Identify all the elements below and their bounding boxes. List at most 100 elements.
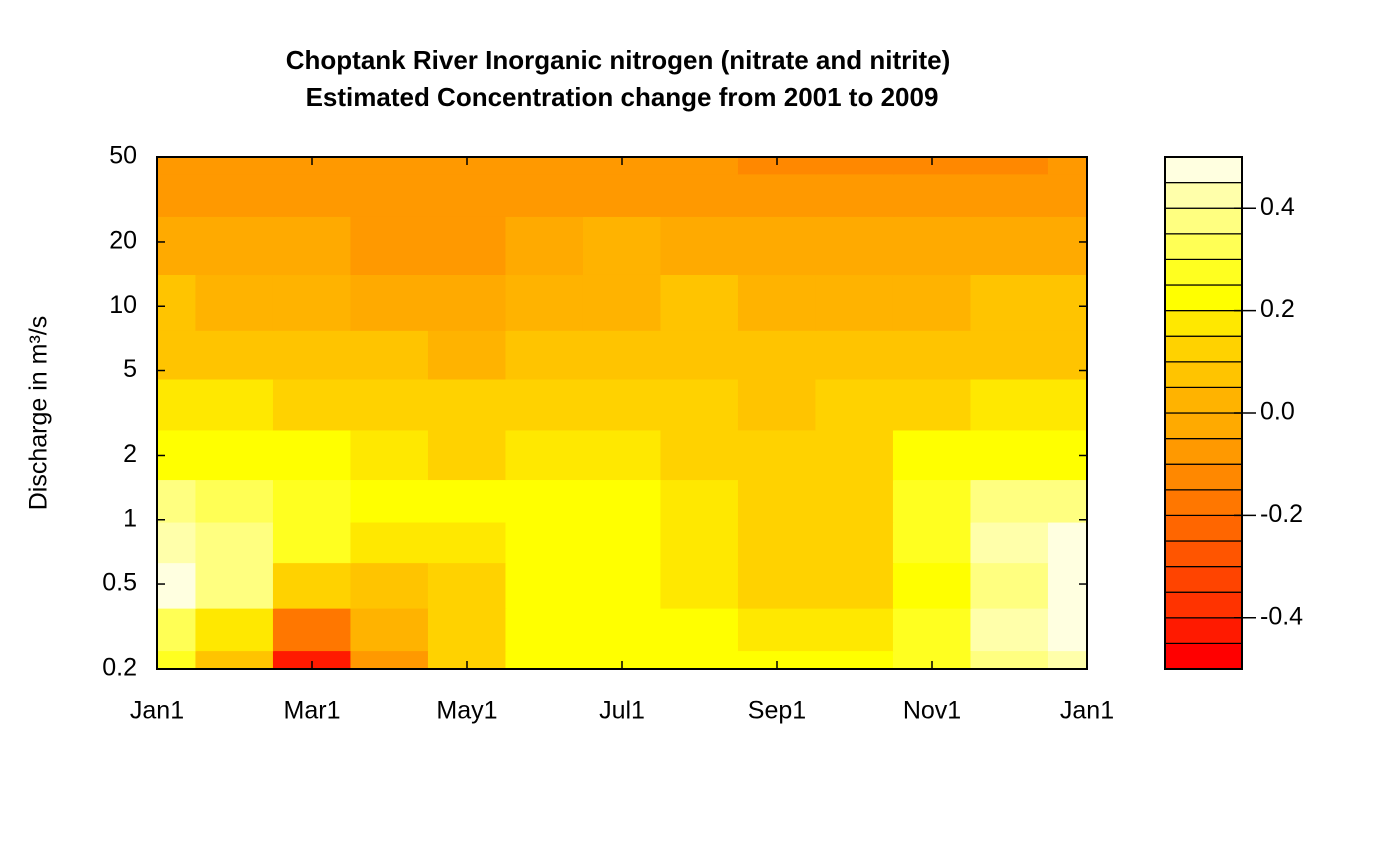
contour-cell: [582, 478, 662, 523]
contour-cell: [892, 378, 972, 431]
contour-cell: [156, 521, 197, 564]
contour-cell: [156, 478, 197, 523]
contour-cell: [505, 329, 585, 380]
colorbar-swatch: [1164, 438, 1243, 465]
contour-cell: [815, 429, 895, 481]
contour-cell: [892, 561, 972, 609]
contour-cell: [350, 173, 430, 217]
contour-cell: [815, 521, 895, 564]
contour-cell: [350, 329, 430, 380]
contour-cell: [1047, 607, 1088, 652]
contour-cell: [582, 173, 662, 217]
contour-cells: [156, 156, 1088, 670]
contour-cell: [505, 429, 585, 481]
x-tick-label: Nov1: [903, 697, 961, 725]
contour-cell: [505, 273, 585, 331]
contour-cell: [156, 273, 197, 331]
contour-cell: [970, 329, 1050, 380]
contour-cell: [737, 273, 817, 331]
contour-cell: [505, 478, 585, 523]
contour-cell: [195, 173, 275, 217]
contour-cell: [970, 173, 1050, 217]
y-tick-label: 10: [109, 291, 137, 319]
contour-cell: [970, 429, 1050, 481]
contour-cell: [737, 429, 817, 481]
contour-cell: [737, 378, 817, 431]
contour-cell: [815, 329, 895, 380]
contour-cell: [1047, 329, 1088, 380]
colorbar-tick-label: -0.2: [1260, 500, 1303, 528]
contour-cell: [582, 561, 662, 609]
contour-cell: [970, 561, 1050, 609]
colorbar-swatch: [1164, 335, 1243, 363]
contour-cell: [195, 156, 275, 175]
contour-cell: [156, 329, 197, 380]
colorbar-tick-label: 0.2: [1260, 295, 1295, 323]
colorbar-swatch: [1164, 233, 1243, 261]
contour-cell: [660, 156, 740, 175]
x-tick-label: Sep1: [748, 697, 806, 725]
contour-cell: [156, 429, 197, 481]
chart-title: Choptank River Inorganic nitrogen (nitra…: [286, 45, 951, 75]
colorbar-swatch: [1164, 207, 1243, 235]
contour-cell: [1047, 649, 1088, 670]
contour-cell: [970, 215, 1050, 276]
contour-cell: [892, 521, 972, 564]
contour-cell: [427, 478, 507, 523]
contour-cell: [272, 273, 352, 331]
y-tick-label: 2: [123, 440, 137, 468]
contour-cell: [350, 561, 430, 609]
contour-cell: [272, 329, 352, 380]
contour-cell: [350, 607, 430, 652]
contour-cell: [156, 156, 197, 175]
contour-cell: [350, 378, 430, 431]
contour-cell: [350, 273, 430, 331]
contour-cell: [427, 215, 507, 276]
contour-cell: [660, 215, 740, 276]
contour-cell: [272, 561, 352, 609]
contour-cell: [195, 478, 275, 523]
colorbar-swatch: [1164, 565, 1243, 593]
contour-cell: [156, 173, 197, 217]
y-tick-label: 0.5: [102, 569, 137, 597]
contour-cell: [892, 173, 972, 217]
contour-cell: [272, 378, 352, 431]
contour-cell: [427, 273, 507, 331]
contour-cell: [156, 215, 197, 276]
contour-cell: [970, 607, 1050, 652]
x-tick-label: Jan1: [130, 697, 184, 725]
colorbar-swatch: [1164, 284, 1243, 312]
contour-cell: [660, 429, 740, 481]
colorbar-swatch: [1164, 489, 1243, 516]
contour-cell: [505, 607, 585, 652]
contour-cell: [1047, 273, 1088, 331]
contour-cell: [660, 478, 740, 523]
contour-cell: [505, 649, 585, 670]
contour-cell: [892, 215, 972, 276]
contour-cell: [350, 478, 430, 523]
contour-cell: [272, 478, 352, 523]
contour-cell: [427, 607, 507, 652]
contour-cell: [582, 273, 662, 331]
contour-cell: [660, 607, 740, 652]
contour-cell: [195, 378, 275, 431]
contour-cell: [505, 521, 585, 564]
colorbar-swatch: [1164, 412, 1243, 440]
contour-cell: [815, 215, 895, 276]
colorbar-swatch: [1164, 310, 1243, 337]
contour-cell: [815, 607, 895, 652]
colorbar-swatch: [1164, 540, 1243, 568]
contour-cell: [350, 215, 430, 276]
colorbar-tick-label: 0.0: [1260, 398, 1295, 426]
contour-cell: [582, 429, 662, 481]
contour-cell: [737, 215, 817, 276]
colorbar-swatch: [1164, 361, 1243, 388]
colorbar-swatch: [1164, 182, 1243, 209]
contour-cell: [272, 173, 352, 217]
colorbar-swatch: [1164, 156, 1243, 184]
contour-cell: [427, 329, 507, 380]
contour-cell: [427, 173, 507, 217]
contour-cell: [195, 329, 275, 380]
contour-cell: [272, 215, 352, 276]
